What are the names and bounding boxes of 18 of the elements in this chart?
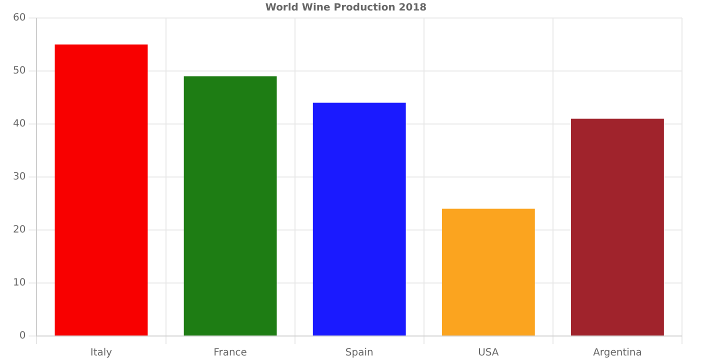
y-tick-label: 30 [12,172,26,183]
y-tick-label: 20 [12,224,26,236]
y-tick-label: 50 [12,66,26,77]
x-tick-label: France [214,348,247,359]
x-tick-label: Italy [90,348,112,359]
y-tick-label: 0 [19,330,26,342]
y-tick-label: 40 [12,118,26,130]
x-tick-label: Spain [345,348,374,359]
y-tick-label: 60 [12,12,26,24]
y-tick-label: 10 [12,278,26,289]
bar [442,208,535,336]
bar [184,76,277,336]
bar [571,118,664,336]
x-tick-label: Argentina [593,348,642,359]
x-tick-label: USA [478,348,499,359]
bar [312,102,406,336]
chart-title: World Wine Production 2018 [265,2,427,14]
bar [54,44,148,336]
